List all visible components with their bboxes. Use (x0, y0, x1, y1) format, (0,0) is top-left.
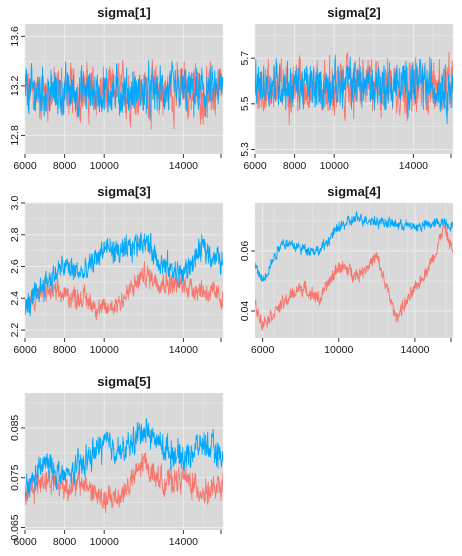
y-tick-label: 2.8 (9, 227, 21, 242)
x-tick-label: 6000 (13, 536, 37, 548)
panel-title: sigma[1] (97, 5, 150, 20)
traces (255, 51, 453, 126)
panel-title: sigma[3] (97, 184, 150, 199)
y-tick-label: 2.6 (9, 259, 21, 274)
x-tick-label: 6000 (13, 160, 37, 172)
panel-5: sigma[5] 6000 8000 10000 14000 0.065 0.075 0.08… (9, 374, 224, 548)
y-tick-label: 0.06 (239, 241, 251, 262)
y-tick-label: 0.085 (9, 415, 21, 441)
y-tick-label: 2.4 (9, 291, 21, 306)
x-tick-label: 10000 (90, 160, 119, 172)
y-tick-label: 3.0 (9, 196, 21, 211)
x-tick-label: 8000 (53, 344, 77, 356)
y-tick-label: 2.2 (9, 323, 21, 338)
x-tick-label: 10000 (324, 344, 353, 356)
y-tick-label: 0.065 (9, 514, 21, 540)
x-tick-label: 10000 (90, 344, 119, 356)
y-tick-label: 13.6 (9, 26, 21, 47)
panel-2: sigma[2] 6000 8000 10000 14000 5.3 5.5 5.7 (239, 5, 454, 172)
y-tick-label: 0.04 (239, 301, 251, 322)
chain-1-trace (255, 51, 453, 126)
x-tick-label: 14000 (169, 160, 198, 172)
panel-1: sigma[1] 6000 8000 10000 14000 12.8 13.2 13.6 (9, 5, 224, 172)
y-tick-label: 0.075 (9, 464, 21, 490)
traces (25, 59, 223, 130)
traces (255, 211, 453, 331)
x-tick-label: 14000 (400, 344, 429, 356)
chain-1-trace (25, 261, 223, 321)
traces (25, 232, 223, 321)
y-tick-label: 5.7 (239, 51, 251, 66)
x-tick-label: 8000 (53, 160, 77, 172)
panel-title: sigma[2] (327, 5, 380, 20)
x-tick-label: 10000 (320, 160, 349, 172)
panel-4: sigma[4] 6000 10000 14000 0.04 0.06 (239, 184, 453, 356)
chain-1-trace (25, 451, 223, 514)
x-tick-label: 14000 (169, 536, 198, 548)
y-tick-label: 5.3 (239, 142, 251, 157)
x-tick-label: 8000 (53, 536, 77, 548)
panel-3: sigma[3] 6000 8000 10000 14000 2.2 2.4 2.6 2.8 3.… (9, 184, 224, 356)
chain-1-trace (255, 221, 453, 331)
x-tick-label: 6000 (243, 160, 267, 172)
chain-2-trace (25, 60, 223, 121)
y-tick-label: 5.5 (239, 96, 251, 111)
x-tick-label: 10000 (90, 536, 119, 548)
x-tick-label: 6000 (251, 344, 275, 356)
panel-title: sigma[5] (97, 374, 150, 389)
x-tick-label: 6000 (13, 344, 37, 356)
chain-2-trace (25, 232, 223, 317)
x-tick-label: 14000 (399, 160, 428, 172)
y-tick-label: 13.2 (9, 76, 21, 97)
chain-2-trace (255, 54, 453, 125)
panel-title: sigma[4] (327, 184, 380, 199)
chain-2-trace (255, 211, 453, 282)
traces (25, 418, 223, 514)
y-tick-label: 12.8 (9, 125, 21, 146)
x-tick-label: 14000 (169, 344, 198, 356)
panel-background (255, 203, 453, 338)
x-tick-label: 8000 (283, 160, 307, 172)
chain-2-trace (25, 418, 223, 499)
